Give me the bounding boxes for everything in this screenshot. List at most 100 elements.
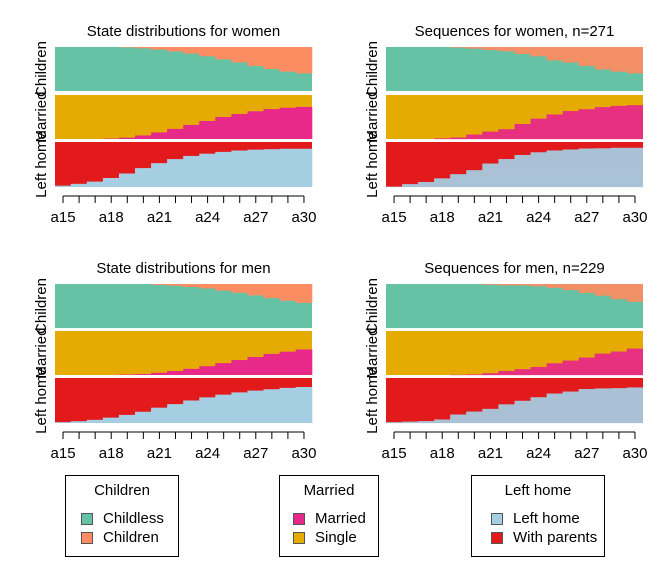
state-area-bar <box>247 356 265 375</box>
state-area-bar <box>295 148 313 187</box>
state-area-bar <box>167 284 184 286</box>
x-tick-label: a24 <box>195 445 220 462</box>
state-area-bar <box>167 128 184 139</box>
state-area-bar <box>231 113 249 139</box>
legend-swatch <box>81 513 93 525</box>
state-area-bar <box>247 149 265 187</box>
chart-title: State distributions for men <box>96 260 270 277</box>
state-area-bar <box>151 163 168 187</box>
channel-label: Married <box>364 92 381 143</box>
state-area-bar <box>231 150 249 187</box>
state-area-bar <box>247 390 265 423</box>
x-tick-label: a21 <box>147 445 172 462</box>
legend-title: Children <box>94 482 150 499</box>
channel-label: Left home <box>364 131 381 198</box>
state-area-bar <box>70 421 88 423</box>
legend-label: Left home <box>513 510 580 527</box>
state-area-bar <box>183 284 200 288</box>
chart-title: State distributions for women <box>87 23 280 40</box>
legend-label: With parents <box>513 529 598 546</box>
legend-children: Children Childless Children <box>65 475 179 557</box>
x-tick-label: a30 <box>622 445 647 462</box>
legend-married: Married Married Single <box>279 475 379 557</box>
channel-label: Married <box>33 328 50 379</box>
state-area-bar <box>151 132 168 139</box>
state-area-bar <box>279 284 297 301</box>
state-area-bar <box>135 47 152 49</box>
state-area-bar <box>167 404 184 423</box>
state-area-bar <box>199 366 216 375</box>
state-area-bar <box>231 392 249 423</box>
state-area-bar <box>295 387 313 423</box>
state-area-bar <box>54 185 72 187</box>
legend-label: Childless <box>103 510 164 527</box>
state-area-bar <box>231 47 249 63</box>
state-area-bar <box>263 389 281 423</box>
state-area-bar <box>247 284 265 296</box>
state-area-bar <box>263 284 281 299</box>
state-area-bar <box>118 137 136 139</box>
state-area-bar <box>279 351 297 375</box>
state-area-bar <box>215 117 232 139</box>
legend-label: Married <box>315 510 366 527</box>
state-area-bar <box>151 47 168 50</box>
legend-label: Children <box>103 529 159 546</box>
channel-label: Left home <box>364 367 381 434</box>
state-area-bar <box>215 151 232 187</box>
x-tick-label: a30 <box>622 209 647 226</box>
state-area-bar <box>135 411 152 423</box>
channel-label: Married <box>364 328 381 379</box>
x-tick-label: a18 <box>430 209 455 226</box>
channel-label: Children <box>364 278 381 334</box>
state-area-bar <box>263 149 281 187</box>
state-area-bar <box>231 360 249 375</box>
x-tick-label: a27 <box>243 445 268 462</box>
state-area-bar <box>199 397 216 423</box>
state-area-bar <box>263 47 281 69</box>
state-area-bar <box>295 47 313 74</box>
x-tick-label: a24 <box>526 209 551 226</box>
state-area-bar <box>135 168 152 187</box>
channel-label: Left home <box>33 367 50 434</box>
state-area-bar <box>54 422 72 423</box>
state-area-bar <box>215 394 232 423</box>
state-area-bar <box>135 135 152 139</box>
legend-label: Single <box>315 529 357 546</box>
x-tick-label: a21 <box>478 209 503 226</box>
legend-swatch <box>81 532 93 544</box>
legend-swatch <box>491 532 503 544</box>
state-area-bar <box>215 47 232 60</box>
x-tick-label: a30 <box>291 445 316 462</box>
state-area-bar <box>167 371 184 375</box>
state-area-bar <box>167 159 184 187</box>
x-tick-label: a24 <box>195 209 220 226</box>
chart-title: Sequences for women, n=271 <box>415 23 615 40</box>
x-tick-label: a15 <box>382 445 407 462</box>
legend-left-home: Left home Left home With parents <box>471 475 605 557</box>
state-area-bar <box>167 47 184 52</box>
channel-label: Children <box>33 278 50 334</box>
channel-label: Left home <box>33 131 50 198</box>
chart-panel: State distributions for women Left homeMa… <box>33 23 317 226</box>
state-area-bar <box>86 419 104 423</box>
state-area-bar <box>231 284 249 293</box>
channel-label: Children <box>33 41 50 97</box>
state-area-bar <box>183 155 200 187</box>
legend-swatch <box>293 532 305 544</box>
x-tick-label: a30 <box>291 209 316 226</box>
state-area-bar <box>247 111 265 139</box>
state-area-bar <box>295 349 313 375</box>
legend-swatch <box>293 513 305 525</box>
state-area-bar <box>151 407 168 423</box>
state-area-bar <box>247 47 265 66</box>
channel-label: Children <box>364 41 381 97</box>
chart-panel: Sequences for men, n=229 Left homeMarried… <box>364 260 648 462</box>
x-tick-label: a27 <box>574 209 599 226</box>
channel-label: Married <box>33 92 50 143</box>
state-area-bar <box>118 173 136 187</box>
x-tick-label: a15 <box>51 209 76 226</box>
state-area-bar <box>183 47 200 54</box>
x-tick-label: a21 <box>478 445 503 462</box>
state-area-bar <box>118 414 136 423</box>
